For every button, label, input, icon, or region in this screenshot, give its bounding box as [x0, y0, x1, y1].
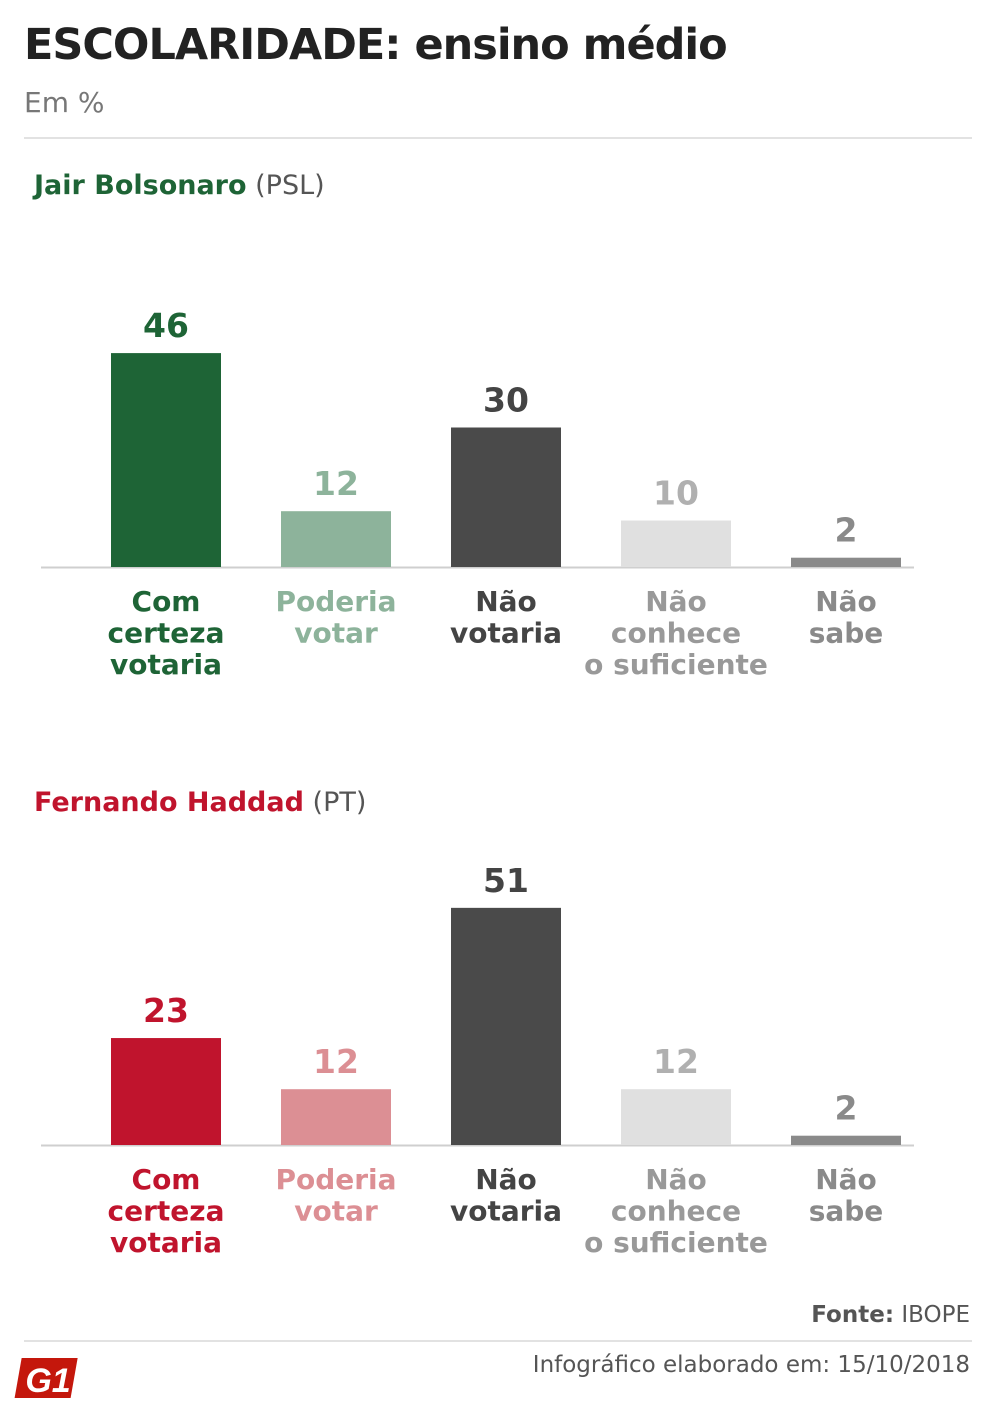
- source-note: Fonte: IBOPE: [811, 1302, 970, 1328]
- category-label-line: votaria: [450, 617, 562, 650]
- data-label: 10: [653, 474, 699, 513]
- category-label: Não conhece o suficiente: [584, 585, 768, 681]
- bar: [621, 520, 731, 567]
- candidate-name: Jair Bolsonaro: [34, 170, 247, 201]
- category-label-line: conhece: [611, 1195, 741, 1228]
- category-label-line: Não: [475, 1163, 537, 1196]
- category-label-line: Não: [645, 585, 707, 618]
- footer-divider: [24, 1340, 972, 1342]
- category-label-line: votaria: [450, 1195, 562, 1228]
- g1-logo: G1: [14, 1358, 78, 1400]
- category-label-line: o suficiente: [584, 648, 768, 681]
- bar: [281, 511, 391, 567]
- g1-logo-text: G1: [25, 1362, 70, 1400]
- data-label: 30: [483, 381, 529, 420]
- category-label-line: votar: [294, 1195, 378, 1228]
- header-divider: [24, 137, 972, 139]
- candidate-name: Fernando Haddad: [34, 787, 304, 818]
- category-label: Não votaria: [450, 585, 562, 650]
- category-label-line: votaria: [110, 648, 222, 681]
- source-value: IBOPE: [901, 1302, 970, 1328]
- bar: [621, 1089, 731, 1145]
- bar: [791, 1135, 901, 1145]
- bar: [451, 427, 561, 567]
- bar: [451, 907, 561, 1145]
- candidate-party: (PSL): [255, 170, 325, 201]
- data-label: 23: [143, 991, 189, 1030]
- bar: [281, 1089, 391, 1145]
- category-label-line: sabe: [809, 1195, 884, 1228]
- bar: [111, 1038, 221, 1145]
- category-label-line: Poderia: [275, 1163, 396, 1196]
- data-label: 12: [653, 1042, 699, 1081]
- category-label: Poderia votar: [275, 1163, 396, 1228]
- category-label-line: conhece: [611, 617, 741, 650]
- data-label: 46: [143, 306, 189, 345]
- category-label-line: Não: [475, 585, 537, 618]
- source-label: Fonte:: [811, 1302, 895, 1328]
- bar: [111, 353, 221, 567]
- category-label-line: certeza: [108, 1195, 225, 1228]
- category-label-line: Não: [645, 1163, 707, 1196]
- category-label-line: sabe: [809, 617, 884, 650]
- category-label-line: Não: [815, 585, 877, 618]
- chart-1-title: Jair Bolsonaro (PSL): [34, 170, 325, 201]
- category-label: Não votaria: [450, 1163, 562, 1228]
- category-label-line: votar: [294, 617, 378, 650]
- bar: [791, 557, 901, 567]
- category-label: Com certeza votaria: [108, 1163, 225, 1259]
- category-label-line: Com: [132, 1163, 201, 1196]
- category-label: Não sabe: [809, 585, 884, 650]
- category-label-line: certeza: [108, 617, 225, 650]
- page-title: ESCOLARIDADE: ensino médio: [24, 20, 728, 70]
- category-label-line: Com: [132, 585, 201, 618]
- data-label: 12: [313, 464, 359, 503]
- candidate-party: (PT): [312, 787, 367, 818]
- category-label: Não sabe: [809, 1163, 884, 1228]
- category-label-line: votaria: [110, 1226, 222, 1259]
- category-label: Com certeza votaria: [108, 585, 225, 681]
- category-label-line: Não: [815, 1163, 877, 1196]
- category-label: Não conhece o suficiente: [584, 1163, 768, 1259]
- category-label-line: o suficiente: [584, 1226, 768, 1259]
- category-label: Poderia votar: [275, 585, 396, 650]
- data-label: 51: [483, 861, 529, 900]
- infographic-date: Infográfico elaborado em: 15/10/2018: [532, 1352, 970, 1378]
- data-label: 12: [313, 1042, 359, 1081]
- chart-2-title: Fernando Haddad (PT): [34, 787, 366, 818]
- data-label: 2: [835, 1089, 858, 1128]
- page-subtitle: Em %: [24, 86, 105, 119]
- category-label-line: Poderia: [275, 585, 396, 618]
- data-label: 2: [835, 511, 858, 550]
